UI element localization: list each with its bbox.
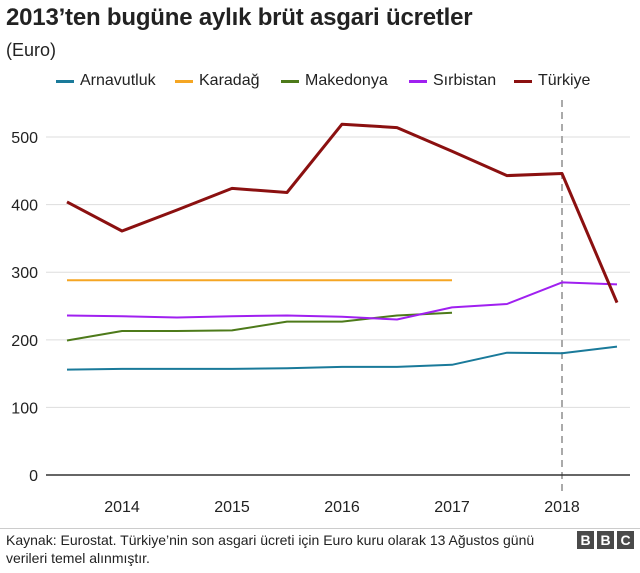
legend-label-arnavutluk: Arnavutluk [80, 72, 156, 89]
y-tick-label: 300 [11, 265, 38, 282]
footer-divider [0, 528, 640, 529]
legend-label-makedonya: Makedonya [305, 72, 388, 89]
bbc-logo: B B C [577, 531, 634, 549]
y-tick-label: 0 [29, 468, 38, 485]
legend-item-karadag: Karadağ [175, 72, 260, 90]
legend-item-sirbistan: Sırbistan [409, 72, 496, 90]
source-note: Kaynak: Eurostat. Türkiye’nin son asgari… [6, 532, 535, 566]
legend-swatch-makedonya [281, 79, 299, 83]
y-tick-label: 200 [11, 333, 38, 350]
y-tick-label: 500 [11, 130, 38, 147]
line-chart: 0 100 200 300 400 500 2014 2015 2016 2017 2018 [11, 100, 630, 516]
x-tick-label: 2017 [434, 499, 470, 516]
chart-title: 2013’ten bugüne aylık brüt asgari ücretl… [6, 4, 473, 31]
bbc-logo-letter: B [597, 531, 614, 549]
legend-item-turkiye: Türkiye [514, 72, 590, 90]
legend-item-makedonya: Makedonya [281, 72, 388, 90]
x-tick-label: 2015 [214, 499, 250, 516]
legend-label-karadag: Karadağ [199, 72, 260, 89]
x-tick-label: 2014 [104, 499, 140, 516]
y-tick-label: 400 [11, 198, 38, 215]
legend-label-sirbistan: Sırbistan [433, 72, 497, 89]
legend-item-arnavutluk: Arnavutluk [56, 72, 156, 90]
chart-subtitle: (Euro) [6, 40, 57, 60]
series-line-makedonya [66, 311, 453, 342]
series-line-s-rbistan [66, 281, 618, 321]
x-tick-label: 2016 [324, 499, 360, 516]
legend-swatch-sirbistan [409, 79, 427, 83]
legend: Arnavutluk Karadağ Makedonya Sırbistan T… [0, 72, 640, 96]
legend-label-turkiye: Türkiye [538, 72, 591, 89]
bbc-logo-letter: C [617, 531, 634, 549]
legend-swatch-karadag [175, 79, 193, 83]
bbc-logo-letter: B [577, 531, 594, 549]
legend-swatch-turkiye [514, 79, 532, 83]
series-line-t-rkiye [66, 122, 619, 304]
x-tick-label: 2018 [544, 499, 580, 516]
legend-swatch-arnavutluk [56, 79, 74, 83]
series-line-arnavutluk [66, 345, 618, 371]
y-tick-label: 100 [11, 400, 38, 417]
